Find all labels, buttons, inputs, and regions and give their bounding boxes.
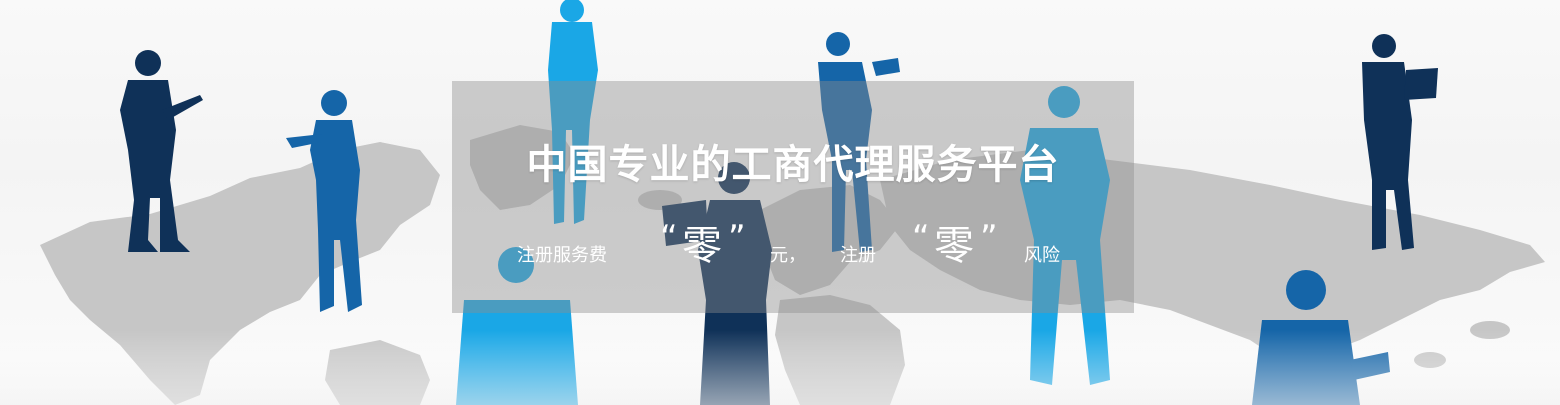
person-silhouette-4 xyxy=(818,32,900,252)
person-silhouette-1 xyxy=(120,50,203,252)
banner-headline: 中国专业的工商代理服务平台 xyxy=(526,142,1060,188)
text-overlay-panel xyxy=(452,81,1134,313)
quote-close-2: ” xyxy=(980,218,998,258)
person-silhouette-3 xyxy=(548,0,598,224)
emphasis-zero-2: 零 xyxy=(934,223,974,269)
subline-text-4: 风险 xyxy=(1024,245,1060,266)
subline-text-2: 元， xyxy=(770,245,806,266)
person-silhouette-5 xyxy=(1020,86,1110,385)
person-silhouette-6 xyxy=(1362,34,1438,250)
quote-close-1: ” xyxy=(728,218,746,258)
subline-text-3: 注册 xyxy=(840,245,876,266)
quote-open-2: “ xyxy=(912,218,930,258)
subline-text-1: 注册服务费 xyxy=(517,245,607,266)
emphasis-zero-1: 零 xyxy=(682,223,722,269)
person-silhouette-2 xyxy=(286,90,362,312)
quote-open-1: “ xyxy=(660,218,678,258)
